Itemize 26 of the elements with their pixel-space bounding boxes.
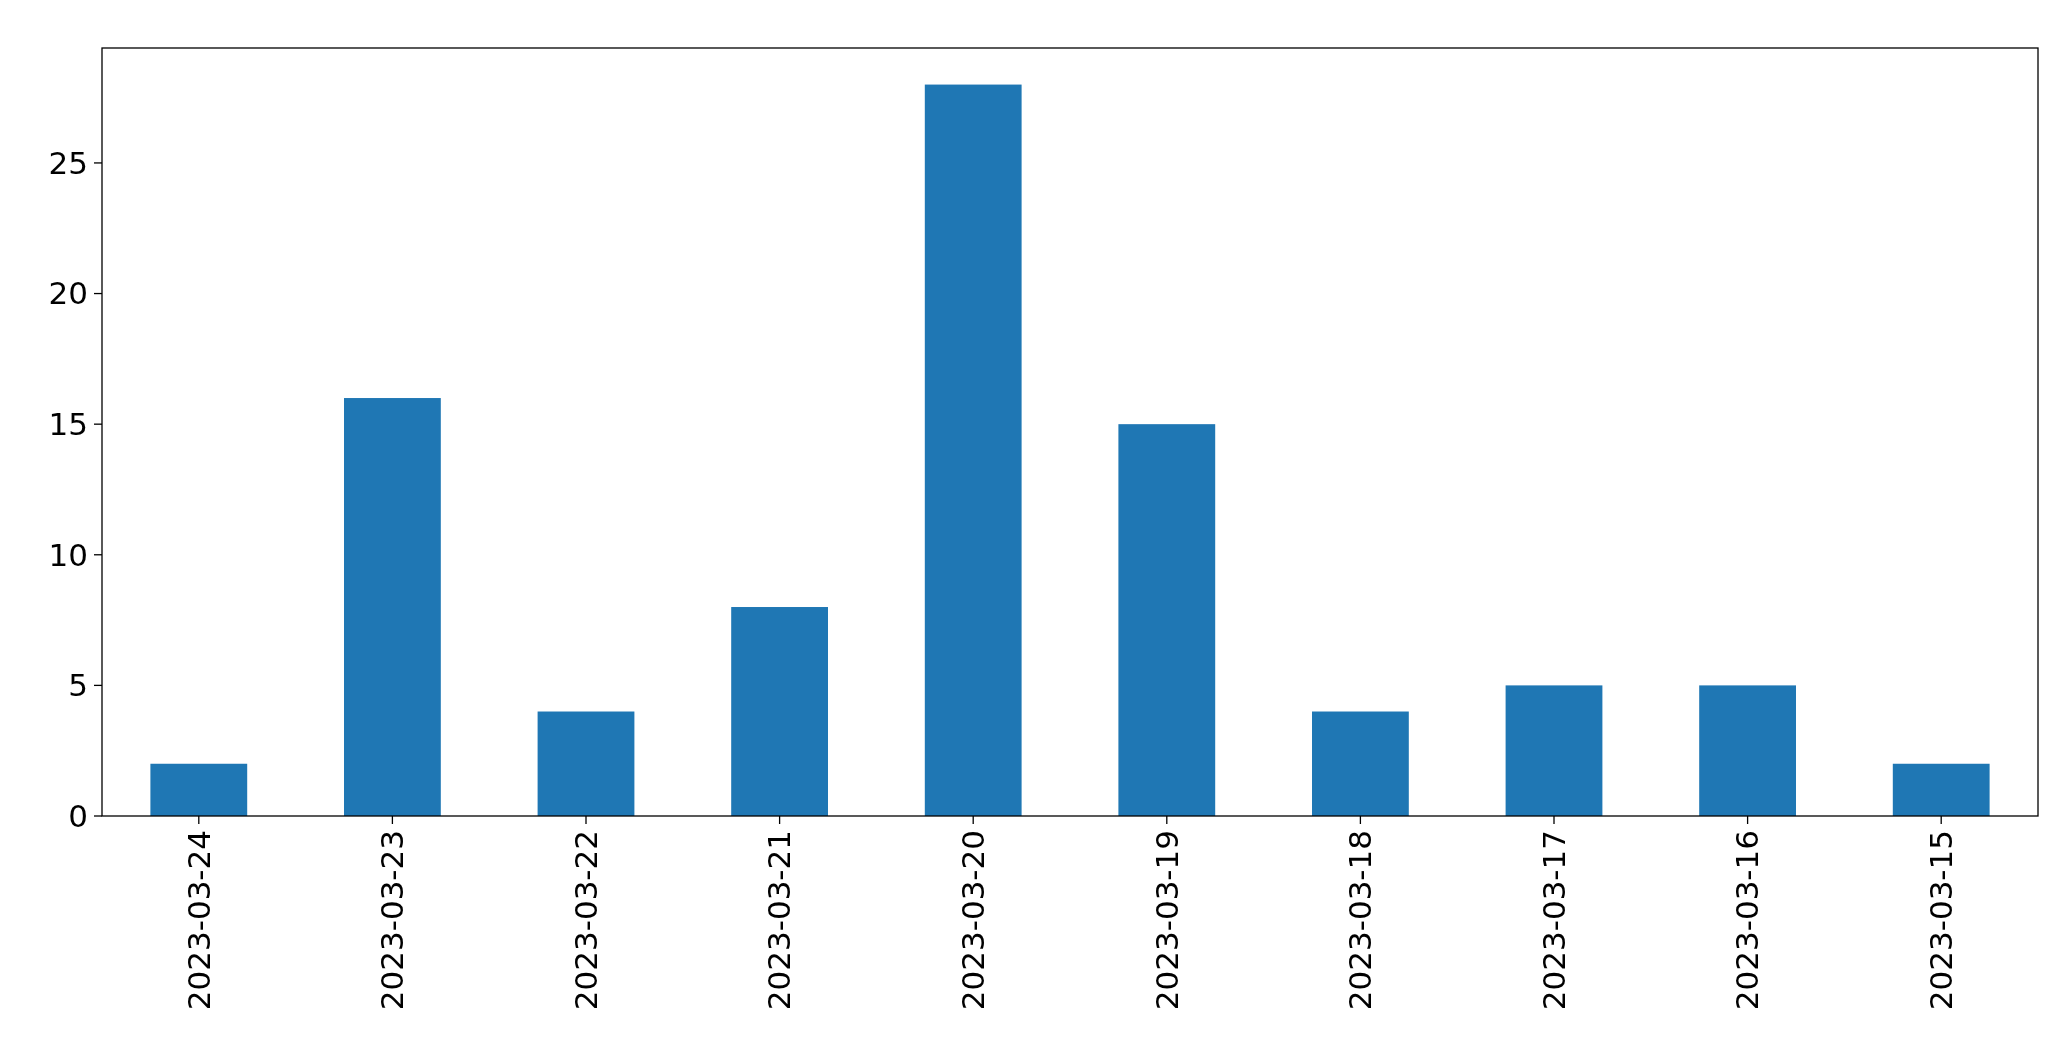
- bar: [344, 398, 441, 816]
- x-tick-label: 2023-03-15: [1923, 830, 1960, 1011]
- bar: [1118, 424, 1216, 816]
- x-tick-label: 2023-03-22: [567, 830, 604, 1011]
- bar: [537, 711, 635, 816]
- y-tick-label: 0: [68, 797, 88, 834]
- bar: [1505, 685, 1603, 816]
- bar: [924, 84, 1022, 816]
- x-tick-label: 2023-03-19: [1148, 830, 1185, 1011]
- y-tick-label: 25: [48, 144, 88, 181]
- x-tick-label: 2023-03-20: [955, 830, 992, 1011]
- y-tick-label: 20: [48, 275, 88, 312]
- bar: [1699, 685, 1796, 816]
- bar: [731, 607, 828, 816]
- bar: [1312, 711, 1409, 816]
- bar: [150, 763, 248, 816]
- y-tick-label: 10: [48, 536, 88, 573]
- x-tick-label: 2023-03-24: [180, 830, 217, 1011]
- x-tick-label: 2023-03-16: [1729, 830, 1766, 1011]
- x-tick-label: 2023-03-23: [374, 830, 411, 1011]
- x-tick-label: 2023-03-17: [1535, 830, 1572, 1011]
- y-tick-label: 5: [68, 667, 88, 704]
- y-tick-label: 15: [48, 406, 88, 443]
- bar: [1892, 763, 1990, 816]
- x-tick-label: 2023-03-18: [1342, 830, 1379, 1011]
- x-tick-label: 2023-03-21: [761, 830, 798, 1011]
